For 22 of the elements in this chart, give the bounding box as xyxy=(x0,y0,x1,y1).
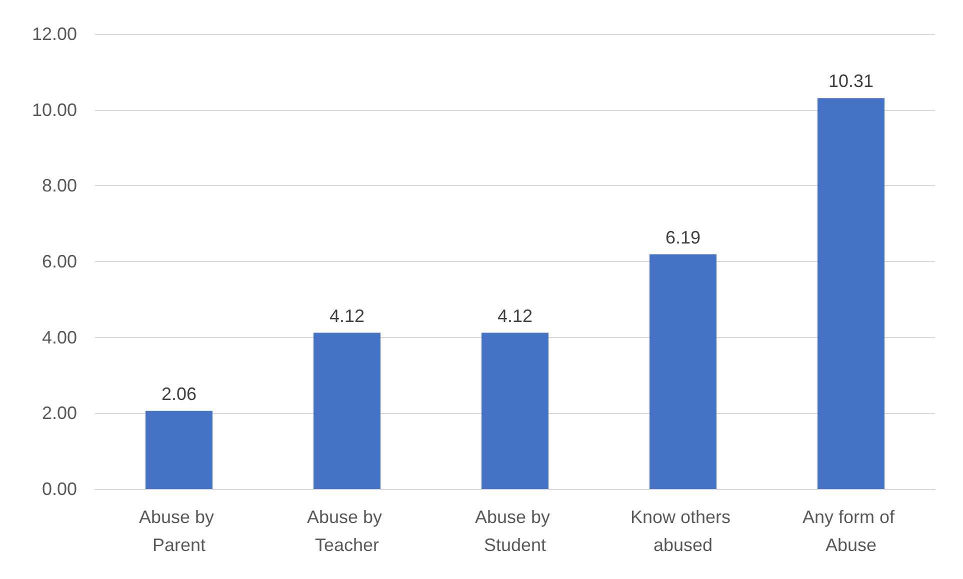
y-tick-label: 0.00 xyxy=(42,479,77,499)
data-label: 2.06 xyxy=(161,384,197,404)
x-tick-label: Any form of Abuse xyxy=(802,507,900,555)
x-tick-label: Abuse by Parent xyxy=(138,507,220,555)
data-label: 4.12 xyxy=(329,306,365,326)
x-tick-label: Abuse by Student xyxy=(474,507,556,555)
y-tick-label: 12.00 xyxy=(32,24,77,44)
data-label: 4.12 xyxy=(497,306,533,326)
bar xyxy=(818,98,884,489)
y-tick-label: 6.00 xyxy=(42,252,77,272)
y-tick-label: 10.00 xyxy=(32,100,77,120)
bar xyxy=(482,332,548,489)
bar xyxy=(650,254,716,489)
data-label: 10.31 xyxy=(828,71,874,92)
y-tick-label: 2.00 xyxy=(42,403,77,424)
y-tick-label: 8.00 xyxy=(42,176,77,196)
x-tick-label: Abuse by Teacher xyxy=(306,507,388,555)
y-tick-label: 4.00 xyxy=(42,327,77,348)
x-tick-label: Know others abused xyxy=(630,507,736,555)
bar xyxy=(314,332,380,489)
bar xyxy=(146,410,212,489)
data-label: 6.19 xyxy=(665,227,701,248)
